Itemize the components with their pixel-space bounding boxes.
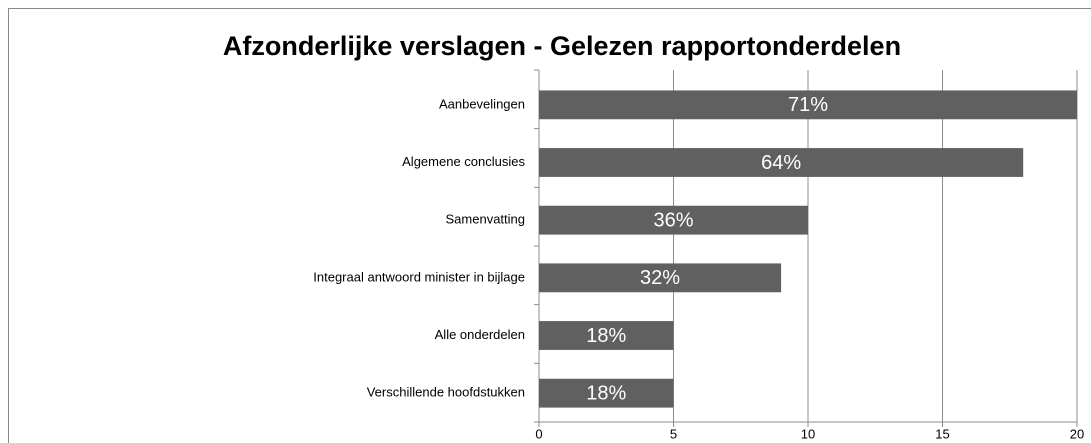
data-label: 64% [761,152,801,174]
data-label: 18% [586,325,626,347]
bar [539,321,674,350]
bar [539,263,782,293]
data-label: 32% [640,267,680,289]
y-tick-label: Alle onderdelen [435,327,525,342]
data-label: 18% [586,382,626,404]
chart-title: Afzonderlijke verslagen - Gelezen rappor… [223,31,901,61]
data-label: 71% [788,94,828,116]
x-tick-label: 20 [1070,426,1084,441]
x-tick-label: 15 [935,426,949,441]
y-tick-label: Verschillende hoofdstukken [367,385,525,400]
x-tick-label: 0 [535,426,542,441]
y-tick-label: Samenvatting [446,212,526,227]
bar [539,148,1024,177]
bar [539,378,674,408]
data-label: 36% [653,209,693,231]
x-tick-label: 5 [670,426,677,441]
bar [539,90,1077,120]
x-tick-label: 10 [801,426,815,441]
bar [539,205,808,235]
y-tick-label: Aanbevelingen [439,96,525,111]
y-tick-label: Integraal antwoord minister in bijlage [313,269,525,284]
y-tick-label: Algemene conclusies [402,154,525,169]
